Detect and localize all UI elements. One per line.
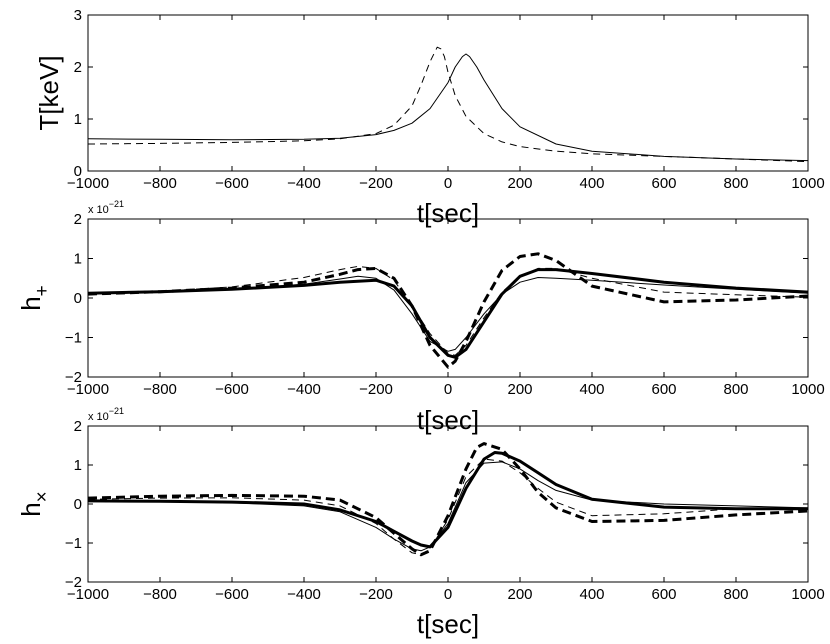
h-cross-series-thick-dashed [87,442,809,557]
h-cross-y-axis-label: h× [16,491,53,517]
h-plus-x-tick-label: −800 [143,381,177,398]
h-plus-y-tick-label: 2 [74,211,82,228]
h-cross-y-tick-label: 0 [74,496,82,513]
temperature-x-tick-label: −200 [359,175,393,192]
h-cross-series-thick-solid [87,451,808,549]
h-plus-x-tick-label: 1000 [791,381,824,398]
h-plus-y-tick-label: 1 [74,251,82,268]
h-cross-series-thin-solid [87,461,809,552]
temperature-x-tick-label: −800 [143,175,177,192]
temperature-x-tick-label: 200 [507,175,532,192]
h-cross-x-tick-label: 200 [507,586,532,603]
temperature-x-tick-label: −1000 [67,175,109,192]
h-plus-panel: −1000 −800 −600 −400 −200 0 200 400 600 800 1000 −2… [16,199,825,435]
h-cross-x-tick-label: −1000 [67,586,109,603]
h-plus-series-thick-solid [87,268,809,359]
h-cross-x-axis-label: t[sec] [417,609,479,639]
temperature-ticks: −1000 −800 −600 −400 −200 0 200 400 600 800 1000 0 1… [67,7,825,192]
h-plus-ticks: −1000 −800 −600 −400 −200 0 200 400 600 800 1000 −2… [65,211,825,398]
h-plus-y-axis-label: h+ [16,285,53,311]
h-plus-curves [87,252,809,369]
h-cross-x-tick-label: −400 [287,586,321,603]
h-plus-y-tick-label: 0 [74,290,82,307]
svg-text:h+: h+ [16,285,53,311]
h-plus-series-thin-dashed [87,265,809,356]
h-cross-y-tick-label: −1 [65,535,82,552]
h-plus-x-tick-label: −600 [215,381,249,398]
h-plus-x-tick-label: −1000 [67,381,109,398]
h-cross-x-tick-label: −800 [143,586,177,603]
h-plus-x-tick-label: 600 [651,381,676,398]
temperature-y-tick-label: 2 [74,59,82,76]
temperature-x-tick-label: 0 [444,175,452,192]
h-cross-x-tick-label: 0 [444,586,452,603]
h-cross-exponent-power: −21 [109,406,124,416]
temperature-x-tick-label: −400 [287,175,321,192]
h-plus-exponent-base: x 10 [88,204,109,216]
svg-text:h×: h× [16,491,53,517]
temperature-x-tick-label: 600 [651,175,676,192]
temperature-x-tick-label: 1000 [791,175,824,192]
temperature-y-axis-label: T[keV] [34,55,64,130]
h-plus-x-tick-label: 200 [507,381,532,398]
h-plus-exponent-power: −21 [109,199,124,209]
h-cross-panel: −1000 −800 −600 −400 −200 0 200 400 600 800 1000 −2… [16,406,825,639]
h-cross-exponent-base: x 10 [88,411,109,423]
temperature-y-tick-label: 1 [74,111,82,128]
temperature-curves [87,46,809,163]
h-cross-ticks: −1000 −800 −600 −400 −200 0 200 400 600 800 1000 −2… [65,418,825,603]
h-plus-y-label-main: h [16,296,46,310]
h-plus-x-tick-label: −200 [359,381,393,398]
h-plus-y-tick-label: −2 [65,369,82,386]
h-cross-exponent-label: x 10−21 [88,406,124,423]
h-cross-x-tick-label: 600 [651,586,676,603]
temperature-y-tick-label: 0 [74,163,82,180]
h-plus-x-tick-label: −400 [287,381,321,398]
h-cross-y-label-sub: × [32,491,53,502]
h-plus-y-tick-label: −1 [65,330,82,347]
temperature-x-tick-label: 800 [723,175,748,192]
h-plus-exponent-label: x 10−21 [88,199,124,216]
h-cross-y-tick-label: −2 [65,574,82,591]
temperature-series-solid [87,53,809,162]
temperature-y-tick-label: 3 [74,7,82,24]
h-cross-x-tick-label: 1000 [791,586,824,603]
temperature-x-tick-label: 400 [579,175,604,192]
h-cross-y-tick-label: 2 [74,418,82,435]
h-plus-x-tick-label: 800 [723,381,748,398]
h-plus-y-label-sub: + [32,285,53,296]
h-cross-x-tick-label: −600 [215,586,249,603]
h-plus-x-tick-label: 0 [444,381,452,398]
h-cross-x-tick-label: −200 [359,586,393,603]
temperature-series-dashed [87,46,809,163]
h-cross-x-tick-label: 800 [723,586,748,603]
h-cross-x-tick-label: 400 [579,586,604,603]
h-plus-x-tick-label: 400 [579,381,604,398]
h-cross-y-label-main: h [16,502,46,516]
h-plus-series-thin-solid [87,275,809,352]
h-cross-series-thin-dashed [87,458,808,556]
h-cross-y-tick-label: 1 [74,457,82,474]
h-cross-curves [87,442,809,557]
temperature-x-tick-label: −600 [215,175,249,192]
